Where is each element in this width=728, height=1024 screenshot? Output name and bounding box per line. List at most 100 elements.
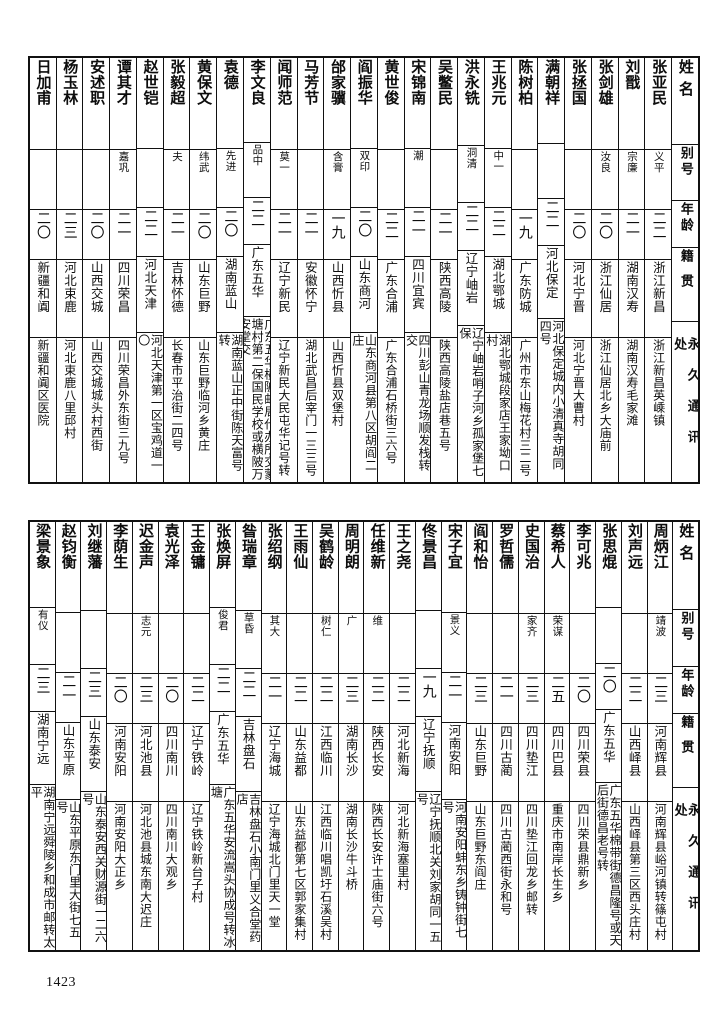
origin-cell-text: 湖南蓝山	[222, 257, 238, 310]
age-cell-text: 二三	[523, 675, 540, 703]
address-cell-text: 新疆和阗区医院	[36, 339, 51, 427]
address-cell-text: 河北新海塞里村	[395, 803, 410, 891]
name-cell-text: 张拯国	[569, 59, 588, 106]
address-cell: 湖北鄂城段家店王家坳口村	[485, 333, 511, 482]
origin-cell-text: 陕西长安	[369, 725, 385, 777]
alias-cell: 宗廉	[618, 150, 645, 210]
age-cell-text: 二〇	[195, 211, 212, 239]
origin-cell: 吉林怀德	[163, 260, 190, 338]
age-cell: 二二	[538, 199, 565, 246]
address-cell-text: 广州市东山梅花村三二号	[517, 339, 532, 477]
origin-cell: 河南安阳	[441, 723, 467, 801]
alias-cell-text: 广	[345, 615, 358, 626]
alias-cell: 草昏	[235, 611, 261, 669]
registry-table-lower: 姓名 别号 年龄 籍贯 永久通讯处 周炳江 靖波 二三 河南辉县 河南辉县峪河镇转篠屯村 刘声远 二二…	[28, 520, 700, 952]
name-cell-text: 刘声远	[625, 523, 644, 570]
alias-cell	[431, 150, 458, 210]
age-cell: 一九	[415, 669, 441, 718]
address-cell-text: 永久通讯处	[672, 336, 698, 461]
age-cell: 二〇	[570, 674, 596, 724]
alias-cell	[297, 150, 324, 210]
address-cell-text: 河北宁晋大曹村	[571, 339, 586, 427]
origin-cell: 籍贯	[673, 714, 698, 789]
name-cell-text: 袁光泽	[162, 523, 181, 570]
table-column: 袁德 先进 二〇 湖南蓝山 湖南蓝山正中街陈天富号转	[216, 58, 243, 482]
age-cell: 二一	[431, 210, 458, 260]
address-cell: 四川南川大观乡	[159, 802, 184, 950]
table-column: 阎振华 双印 二〇 山东商河 山东商河县第八区胡阎二庄	[350, 58, 377, 482]
origin-cell-text: 吉林怀德	[169, 261, 185, 313]
name-cell: 刘声远	[621, 522, 647, 614]
alias-cell	[621, 614, 647, 674]
table-column: 迟金声 志元 二三 河北池县 河北池县城东南大迟庄	[131, 522, 158, 950]
origin-cell: 湖南蓝山	[217, 257, 243, 334]
table-column: 杨玉林 二三 河北束鹿 河北束鹿八里邱村	[55, 58, 83, 482]
name-cell: 佟景昌	[415, 522, 441, 611]
address-cell: 长春市平治街二四号	[164, 338, 190, 482]
name-cell-text: 王雨仙	[291, 523, 310, 570]
address-cell: 新疆和阗区医院	[30, 338, 56, 482]
name-cell: 李文良	[243, 58, 270, 143]
table-column: 刘声远 二二 山西峄县 山西峄县第三区西头庄村	[620, 522, 647, 950]
name-cell: 周明朗	[338, 522, 364, 614]
alias-cell-text: 宗廉	[626, 151, 639, 173]
table-column: 阎和怡 二三 山东巨野 山东巨野东阎庄	[466, 522, 493, 950]
age-cell-text: 二二	[490, 208, 507, 237]
age-cell-text: 二一	[436, 211, 453, 239]
origin-cell: 山东平原	[55, 723, 81, 801]
name-cell: 黄世俊	[377, 58, 404, 150]
age-cell: 二二	[243, 198, 270, 245]
age-cell: 二〇	[83, 210, 110, 260]
name-cell-text: 周明朗	[342, 523, 361, 570]
age-cell-text: 二二	[650, 211, 667, 239]
age-cell: 年龄	[672, 201, 698, 249]
age-cell-text: 二二	[463, 204, 480, 233]
alias-cell-text: 莫一	[278, 151, 291, 173]
origin-cell: 辽宁岫岩	[458, 251, 484, 326]
name-cell-text: 张焕屏	[214, 523, 233, 570]
name-cell-text: 赵世铠	[141, 59, 160, 106]
address-cell: 广东五华安流嵩头协成号转冰塘	[210, 785, 235, 950]
name-cell-text: 昝瑞章	[239, 523, 258, 570]
origin-cell-text: 籍贯	[678, 715, 694, 766]
origin-cell-text: 湖南长沙	[343, 725, 359, 777]
alias-cell-text: 树仁	[319, 615, 332, 637]
table-column: 洪永铣 洞清 二二 辽宁岫岩 辽宁岫岩哨子河乡孤家堡七保	[457, 58, 484, 482]
address-cell-text: 山西忻县双堡村	[330, 339, 345, 427]
table-column: 日加甫 二〇 新疆和阗 新疆和阗区医院	[29, 58, 56, 482]
age-cell-text: 一九	[516, 211, 533, 239]
name-cell-text: 吴鹤龄	[317, 523, 336, 570]
address-cell-text: 广东五华安流嵩头协成号转冰塘	[210, 785, 235, 949]
name-cell: 袁德	[217, 58, 243, 149]
alias-cell: 有仪	[29, 608, 55, 665]
name-cell: 罗哲儒	[493, 522, 518, 614]
origin-cell: 四川巴县	[544, 724, 570, 802]
name-cell: 史国治	[518, 522, 544, 614]
origin-cell: 四川垫江	[518, 724, 544, 802]
age-cell: 二一	[493, 674, 518, 724]
origin-cell-text: 四川垫江	[523, 725, 539, 777]
name-cell: 吴鳖民	[431, 58, 458, 150]
origin-cell-text: 浙江仙居	[597, 261, 613, 313]
name-cell: 张焕屏	[210, 522, 235, 609]
alias-cell	[538, 144, 565, 200]
origin-cell-text: 河北池县	[137, 725, 153, 777]
table-column: 宋锦南潮二一 四川宜宾 四川彭山青龙场顺发栈转交	[403, 58, 431, 482]
origin-cell-text: 山西峄县	[626, 725, 642, 777]
name-cell-text: 姓名	[676, 59, 695, 103]
alias-cell	[136, 149, 163, 208]
address-cell-text: 浙江新昌英嵊镇	[651, 339, 666, 427]
table-column: 张亚民 义平 二二 浙江新昌 浙江新昌英嵊镇	[644, 58, 672, 482]
name-cell: 张绍纲	[261, 522, 287, 614]
name-cell-text: 张剑雄	[596, 59, 615, 106]
age-cell: 二三	[467, 674, 493, 724]
address-cell-text: 山东巨野东阎庄	[473, 803, 488, 891]
origin-cell: 广东合浦	[377, 260, 404, 338]
age-cell-text: 二一	[302, 211, 319, 239]
age-cell-text: 二二	[626, 675, 643, 703]
origin-cell: 湖南汉寿	[618, 260, 645, 338]
table-column: 蔡希人 荣谋 二五 四川巴县 重庆市南岸长生乡	[543, 522, 570, 950]
table-column: 吴鹤龄 树仁 二二 江西临川 江西临川唱凯圩石溪吴村	[311, 522, 338, 950]
address-cell-text: 广东五华横陂邮局代办所交蒙塘村第二保国民学校或横陂万安堂交	[243, 317, 270, 481]
